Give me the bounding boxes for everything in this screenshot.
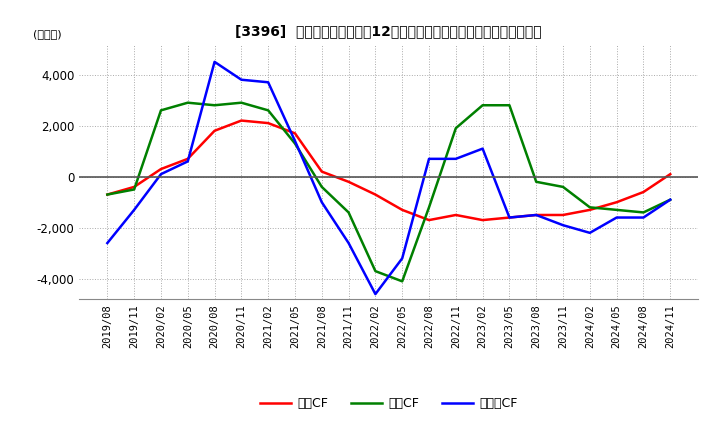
投資CF [478,103,487,108]
投資CF [103,192,112,197]
フリーCF [130,207,138,213]
投資CF [344,210,353,215]
Line: フリーCF: フリーCF [107,62,670,294]
フリーCF [612,215,621,220]
投資CF [425,205,433,210]
フリーCF [425,156,433,161]
営業CF [237,118,246,123]
投資CF [666,197,675,202]
投資CF [612,207,621,213]
投資CF [639,210,648,215]
投資CF [264,108,272,113]
フリーCF [237,77,246,82]
投資CF [237,100,246,105]
投資CF [210,103,219,108]
フリーCF [157,172,166,177]
営業CF [505,215,514,220]
フリーCF [398,256,407,261]
フリーCF [585,230,594,235]
フリーCF [344,240,353,246]
投資CF [291,141,300,146]
フリーCF [505,215,514,220]
営業CF [532,213,541,218]
営業CF [157,166,166,172]
営業CF [318,169,326,174]
投資CF [505,103,514,108]
投資CF [157,108,166,113]
投資CF [371,268,379,274]
営業CF [478,217,487,223]
営業CF [451,213,460,218]
営業CF [184,156,192,161]
営業CF [291,131,300,136]
投資CF [451,125,460,131]
フリーCF [639,215,648,220]
フリーCF [184,159,192,164]
投資CF [184,100,192,105]
フリーCF [210,59,219,65]
営業CF [559,213,567,218]
営業CF [666,172,675,177]
営業CF [585,207,594,213]
フリーCF [291,138,300,143]
営業CF [371,192,379,197]
投資CF [585,205,594,210]
営業CF [103,192,112,197]
フリーCF [371,291,379,297]
フリーCF [318,200,326,205]
フリーCF [532,213,541,218]
フリーCF [666,197,675,202]
Line: 営業CF: 営業CF [107,121,670,220]
営業CF [425,217,433,223]
営業CF [639,189,648,194]
投資CF [318,184,326,190]
営業CF [264,121,272,126]
フリーCF [264,80,272,85]
営業CF [130,184,138,190]
フリーCF [478,146,487,151]
フリーCF [559,223,567,228]
Legend: 営業CF, 投資CF, フリーCF: 営業CF, 投資CF, フリーCF [255,392,523,415]
営業CF [210,128,219,133]
Title: [3396]  キャッシュフローの12か月移動合計の対前年同期増減額の推移: [3396] キャッシュフローの12か月移動合計の対前年同期増減額の推移 [235,25,542,39]
営業CF [612,200,621,205]
投資CF [559,184,567,190]
営業CF [344,179,353,184]
フリーCF [451,156,460,161]
投資CF [532,179,541,184]
Line: 投資CF: 投資CF [107,103,670,281]
フリーCF [103,240,112,246]
Text: (百万円): (百万円) [33,29,61,39]
投資CF [130,187,138,192]
営業CF [398,207,407,213]
投資CF [398,279,407,284]
